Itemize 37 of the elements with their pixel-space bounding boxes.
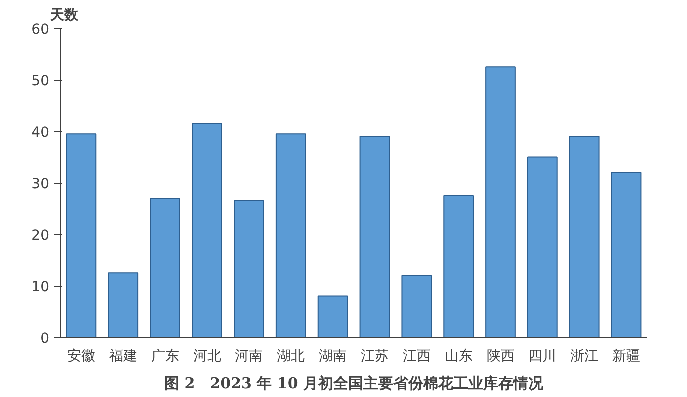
bar	[402, 275, 432, 338]
bar	[611, 172, 642, 338]
x-tick-label: 江西	[402, 348, 431, 364]
bar	[528, 156, 558, 338]
bar	[276, 134, 306, 338]
y-axis-title: 天数	[50, 8, 80, 24]
bar	[569, 136, 600, 338]
y-tick-label: 60	[32, 22, 50, 38]
y-tick-label: 50	[32, 74, 50, 90]
bar	[444, 195, 474, 338]
y-tick-label: 10	[32, 280, 50, 296]
x-tick-label: 福建	[109, 348, 138, 364]
x-tick-label: 江苏	[360, 348, 389, 364]
x-tick-label: 浙江	[570, 348, 599, 364]
x-tick-label: 山东	[444, 348, 473, 364]
y-tick-label: 0	[40, 331, 50, 347]
x-tick-label: 湖南	[319, 348, 348, 364]
bar	[234, 200, 264, 338]
x-tick-label: 河南	[235, 348, 264, 364]
x-tick-label: 河北	[193, 348, 222, 364]
y-tick-label: 20	[32, 228, 50, 244]
bar	[192, 123, 222, 338]
bar	[486, 66, 516, 338]
bar	[108, 272, 139, 338]
x-tick-label: 安徽	[67, 348, 96, 364]
bar	[360, 136, 390, 338]
bar	[66, 134, 97, 338]
x-tick-label: 陕西	[486, 348, 515, 364]
x-tick-label: 广东	[151, 348, 180, 364]
bar	[150, 198, 180, 338]
x-tick-label: 新疆	[612, 348, 641, 364]
x-tick-label: 湖北	[277, 348, 306, 364]
y-tick-label: 40	[32, 125, 50, 141]
y-tick-label: 30	[32, 176, 50, 192]
text: 图 2 2023 年 10 月初全国主要省份棉花工业库存情况	[164, 374, 544, 392]
x-tick-label: 四川	[528, 348, 557, 364]
bar	[318, 296, 348, 338]
